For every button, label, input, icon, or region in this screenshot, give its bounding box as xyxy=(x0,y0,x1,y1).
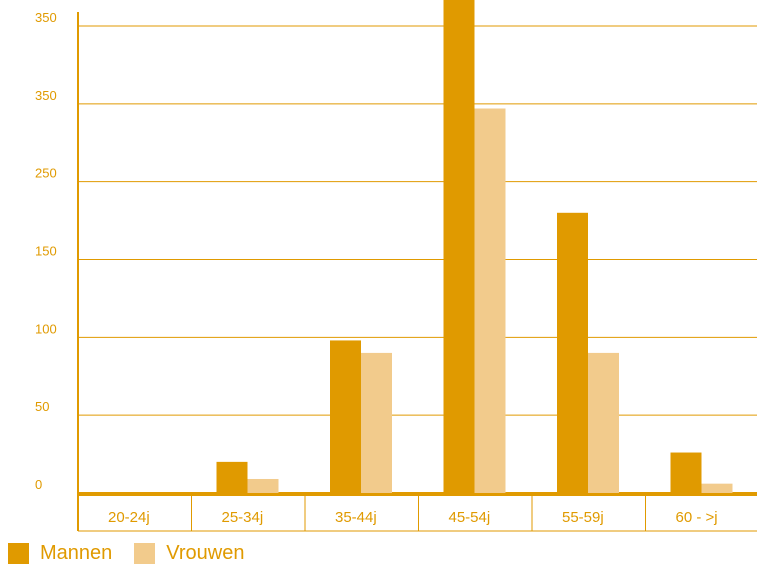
legend-swatch-vrouwen xyxy=(134,542,156,564)
legend: Mannen Vrouwen xyxy=(8,541,266,565)
y-tick-label: 350 xyxy=(35,10,57,25)
y-tick-label: 350 xyxy=(35,88,57,103)
legend-swatch-mannen xyxy=(8,542,29,564)
legend-item-vrouwen: Vrouwen xyxy=(134,541,244,565)
y-tick-label: 100 xyxy=(35,321,57,336)
bar-vrouwen-60j xyxy=(701,483,733,493)
bar-mannen-3544j xyxy=(330,340,361,493)
bar-vrouwen-3544j xyxy=(361,352,392,493)
y-tick-label: 0 xyxy=(35,477,42,492)
x-axis-line xyxy=(78,492,757,496)
y-tick-label: 250 xyxy=(35,166,57,181)
bar-mannen-5559j xyxy=(557,212,588,494)
legend-item-mannen: Mannen xyxy=(8,541,112,565)
bar-mannen-4554j xyxy=(443,0,475,493)
x-tick-label: 25-34j xyxy=(222,509,264,526)
x-tick-label: 55-59j xyxy=(562,509,604,526)
y-tick-label: 50 xyxy=(35,399,49,414)
x-tick-label: 60 - >j xyxy=(676,509,718,526)
bar-vrouwen-4554j xyxy=(474,108,506,494)
x-tick-label: 35-44j xyxy=(335,509,377,526)
x-tick-label: 20-24j xyxy=(108,509,150,526)
x-tick-label: 45-54j xyxy=(449,509,491,526)
legend-label-vrouwen: Vrouwen xyxy=(166,542,245,564)
y-tick-label: 150 xyxy=(35,244,57,259)
legend-label-mannen: Mannen xyxy=(40,542,113,564)
bar-mannen-2534j xyxy=(216,461,248,493)
bar-vrouwen-2534j xyxy=(247,478,279,493)
bar-mannen-60j xyxy=(670,452,702,493)
bar-chart: 0 50 100 150 250 350 350 20-24j 25-34j 35-44j 45-5… xyxy=(35,0,757,532)
bar-vrouwen-5559j xyxy=(588,352,619,493)
